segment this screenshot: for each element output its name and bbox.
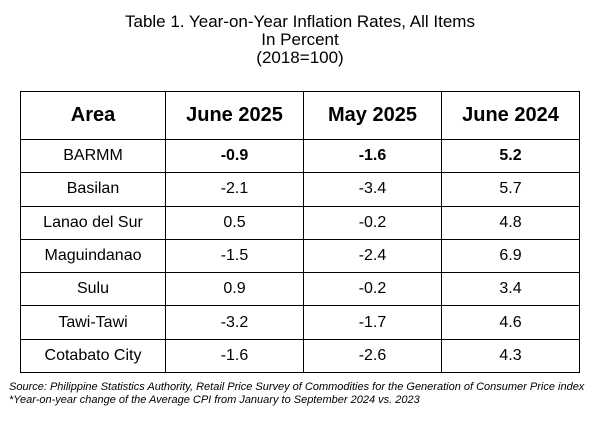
table-notes: Source: Philippine Statistics Authority,… bbox=[9, 381, 594, 407]
value-cell: -2.1 bbox=[165, 172, 304, 207]
column-header-area: Area bbox=[20, 91, 166, 140]
value-cell: 4.8 bbox=[441, 205, 580, 240]
area-cell: Basilan bbox=[20, 172, 166, 207]
table-row: Tawi-Tawi -3.2 -1.7 4.6 bbox=[20, 305, 580, 340]
table-title: Table 1. Year-on-Year Inflation Rates, A… bbox=[125, 12, 475, 31]
table-unit: In Percent bbox=[261, 30, 339, 49]
source-note: Source: Philippine Statistics Authority,… bbox=[9, 381, 585, 393]
value-cell: -1.6 bbox=[303, 138, 442, 174]
value-cell: 5.2 bbox=[441, 138, 580, 174]
value-cell: -1.6 bbox=[165, 338, 304, 374]
value-cell: -2.6 bbox=[303, 338, 442, 374]
column-header-may-2025: May 2025 bbox=[303, 91, 442, 140]
column-header-june-2024: June 2024 bbox=[441, 91, 580, 140]
value-cell: -0.9 bbox=[165, 138, 304, 174]
table-header-row: Area June 2025 May 2025 June 2024 bbox=[20, 91, 580, 140]
table-row: BARMM -0.9 -1.6 5.2 bbox=[20, 138, 580, 174]
value-cell: 4.3 bbox=[441, 338, 580, 374]
table-body: BARMM -0.9 -1.6 5.2 Basilan -2.1 -3.4 5.7 Lanao … bbox=[20, 138, 580, 374]
area-cell: Cotabato City bbox=[20, 338, 166, 374]
value-cell: -0.2 bbox=[303, 272, 442, 307]
table-row: Basilan -2.1 -3.4 5.7 bbox=[20, 172, 580, 207]
area-cell: Tawi-Tawi bbox=[20, 305, 166, 340]
table-title-block: Table 1. Year-on-Year Inflation Rates, A… bbox=[0, 13, 600, 67]
value-cell: 3.4 bbox=[441, 272, 580, 307]
area-cell: Lanao del Sur bbox=[20, 205, 166, 240]
value-cell: 0.9 bbox=[165, 272, 304, 307]
column-header-june-2025: June 2025 bbox=[165, 91, 304, 140]
table-row: Cotabato City -1.6 -2.6 4.3 bbox=[20, 338, 580, 374]
table-row: Maguindanao -1.5 -2.4 6.9 bbox=[20, 238, 580, 274]
value-cell: 0.5 bbox=[165, 205, 304, 240]
value-cell: 6.9 bbox=[441, 238, 580, 274]
value-cell: -1.7 bbox=[303, 305, 442, 340]
value-cell: -0.2 bbox=[303, 205, 442, 240]
table-base-year: (2018=100) bbox=[256, 48, 344, 67]
value-cell: -3.2 bbox=[165, 305, 304, 340]
footnote: *Year-on-year change of the Average CPI … bbox=[9, 394, 420, 406]
value-cell: -1.5 bbox=[165, 238, 304, 274]
area-cell: Sulu bbox=[20, 272, 166, 307]
value-cell: -3.4 bbox=[303, 172, 442, 207]
value-cell: -2.4 bbox=[303, 238, 442, 274]
value-cell: 5.7 bbox=[441, 172, 580, 207]
table-row: Sulu 0.9 -0.2 3.4 bbox=[20, 272, 580, 307]
area-cell: BARMM bbox=[20, 138, 166, 174]
area-cell: Maguindanao bbox=[20, 238, 166, 274]
value-cell: 4.6 bbox=[441, 305, 580, 340]
table-row: Lanao del Sur 0.5 -0.2 4.8 bbox=[20, 205, 580, 240]
inflation-table: Area June 2025 May 2025 June 2024 BARMM -… bbox=[20, 91, 580, 374]
